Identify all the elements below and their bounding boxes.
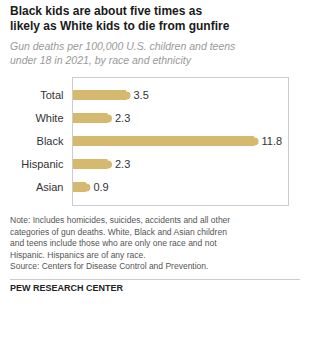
svg-text:3.5: 3.5 (134, 89, 149, 101)
svg-text:Asian: Asian (36, 181, 64, 193)
svg-text:11.8: 11.8 (262, 135, 283, 147)
svg-text:Total: Total (40, 89, 63, 101)
svg-text:White: White (35, 112, 63, 124)
svg-text:2.3: 2.3 (115, 158, 130, 170)
svg-text:Black: Black (37, 135, 64, 147)
html-text:Black kids are about five time: Black kids are about five times as likel… (10, 4, 230, 33)
html-text:Note: Includes homicides, suic: Note: Includes homicides, suicides, acci… (10, 215, 231, 272)
svg-text:0.9: 0.9 (93, 181, 108, 193)
svg-text:2.3: 2.3 (115, 112, 130, 124)
html-text:Gun deaths per 100,000 U.S. ch: Gun deaths per 100,000 U.S. children and… (10, 40, 236, 66)
svg-text:Hispanic: Hispanic (21, 158, 64, 170)
html-text:PEW RESEARCH CENTER: PEW RESEARCH CENTER (10, 282, 123, 293)
